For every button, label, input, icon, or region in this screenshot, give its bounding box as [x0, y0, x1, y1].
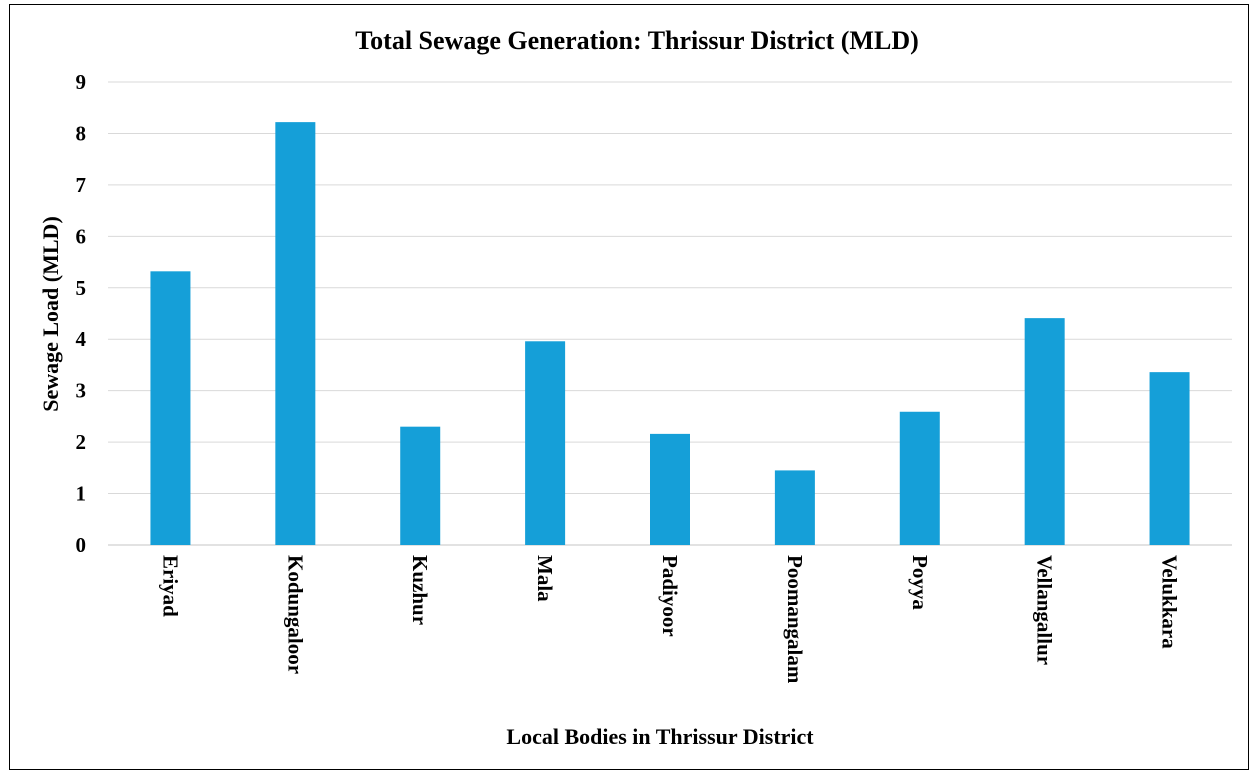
y-tick-label: 8	[76, 121, 87, 145]
y-axis-label: Sewage Load (MLD)	[38, 216, 63, 412]
y-tick-label: 4	[76, 327, 87, 351]
y-tick-label: 3	[76, 379, 87, 403]
bar-kuzhur	[400, 426, 441, 545]
bar-padiyoor	[650, 433, 690, 545]
x-tick-label: Kodungaloor	[283, 555, 307, 674]
x-tick-label: Mala	[533, 555, 557, 602]
y-tick-label: 1	[76, 482, 87, 506]
bar-poyya	[899, 411, 940, 545]
bar-poomangalam	[774, 470, 815, 545]
bars	[150, 122, 1190, 546]
y-tick-label: 6	[76, 224, 87, 248]
x-tick-labels: Eriyad Kodungaloor Kuzhur Mala Padiyoor Pooma…	[158, 555, 1181, 684]
y-tick-label: 0	[76, 533, 87, 557]
bar-vellangallur	[1024, 318, 1065, 545]
bar-kodungaloor	[275, 122, 316, 546]
bar-mala	[525, 341, 566, 545]
bar-eriyad	[150, 271, 191, 545]
x-tick-label: Padiyoor	[658, 555, 682, 637]
x-tick-label: Velukkara	[1158, 555, 1182, 649]
y-tick-labels: 0 1 2 3 4 5 6 7 8 9	[76, 70, 87, 557]
y-tick-label: 7	[76, 173, 87, 197]
y-tick-label: 9	[76, 70, 87, 94]
chart-title: Total Sewage Generation: Thrissur Distri…	[355, 26, 919, 55]
x-tick-label: Vellangallur	[1033, 555, 1057, 665]
y-tick-label: 5	[76, 276, 87, 300]
bar-velukkara	[1149, 372, 1190, 545]
x-tick-label: Poyya	[908, 555, 932, 610]
x-axis-label: Local Bodies in Thrissur District	[506, 724, 814, 749]
x-tick-label: Kuzhur	[408, 555, 432, 625]
x-tick-label: Poomangalam	[783, 555, 807, 684]
x-tick-label: Eriyad	[158, 555, 182, 617]
y-tick-label: 2	[76, 430, 87, 454]
